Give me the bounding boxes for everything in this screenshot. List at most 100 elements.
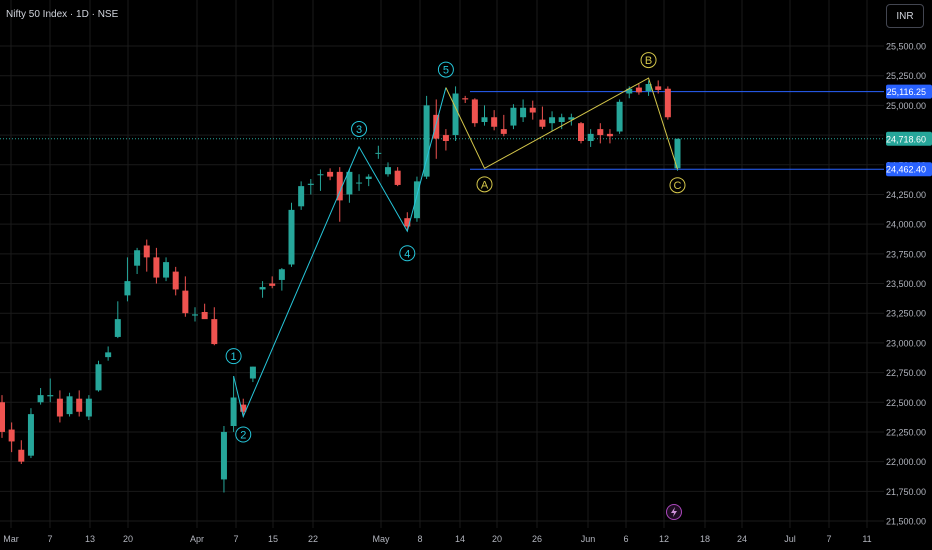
x-axis-panel <box>0 528 932 550</box>
candle-body <box>626 88 633 94</box>
candle-body <box>510 107 517 126</box>
y-tick-label: 22,500.00 <box>886 398 926 408</box>
wave-annotations: 1 2 3 4 5 A B C <box>225 52 686 443</box>
candle-body <box>433 114 440 139</box>
candle-body <box>249 366 256 379</box>
y-tick-label: 23,750.00 <box>886 249 926 259</box>
candle-body <box>56 398 63 417</box>
price-level-tag <box>886 162 932 177</box>
x-tick-label: Jul <box>784 534 796 544</box>
candle-body <box>230 397 237 426</box>
candle-body <box>288 209 295 265</box>
x-tick-label: Mar <box>3 534 19 544</box>
candle-body <box>539 119 546 127</box>
candle-body <box>645 84 652 92</box>
y-tick-label: 25,250.00 <box>886 71 926 81</box>
grid <box>0 0 884 528</box>
x-tick-label: 24 <box>737 534 747 544</box>
wave-label-1: 1 <box>231 351 237 363</box>
candle-body <box>18 449 25 462</box>
candle-body <box>298 186 305 207</box>
candle-body <box>375 152 382 154</box>
candle-body <box>201 312 208 320</box>
price-level-tag <box>886 131 932 146</box>
x-tick-label: 26 <box>532 534 542 544</box>
abc-label-c: C <box>674 180 682 192</box>
x-tick-label: 7 <box>233 534 238 544</box>
candle-body <box>616 101 623 132</box>
candle-body <box>8 429 15 442</box>
wave-label-3-circle <box>351 120 368 137</box>
x-tick-label: 15 <box>268 534 278 544</box>
wave-label-2-circle <box>235 426 252 443</box>
candle-body <box>549 117 556 124</box>
x-tick-label: 12 <box>659 534 669 544</box>
currency-button[interactable]: INR <box>886 4 924 28</box>
candle-body <box>520 107 527 118</box>
candle-body <box>95 364 102 391</box>
candle-body <box>220 431 227 480</box>
x-tick-label: 20 <box>123 534 133 544</box>
candle-body <box>655 86 662 90</box>
candle-body <box>558 117 565 122</box>
candle-body <box>346 171 353 195</box>
chart-title: Nifty 50 Index · 1D · NSE <box>6 9 119 20</box>
abc-label-c-circle <box>669 177 686 194</box>
wave-label-4: 4 <box>404 248 410 260</box>
candle-body <box>153 257 160 278</box>
x-tick-label: 7 <box>826 534 831 544</box>
candle-body <box>529 107 536 113</box>
candle-body <box>240 404 247 412</box>
lightning-icon-glyph <box>671 507 677 517</box>
wave-label-5-circle <box>437 61 454 78</box>
candle-body <box>500 129 507 134</box>
candle-body <box>674 138 681 169</box>
candle-body <box>385 167 391 175</box>
candle-body <box>327 171 334 177</box>
candle-body <box>76 398 83 412</box>
candle-body <box>597 129 604 136</box>
candle-body <box>124 281 131 296</box>
y-tick-label: 24,000.00 <box>886 220 926 230</box>
x-tick-label: 20 <box>492 534 502 544</box>
x-tick-label: Jun <box>581 534 596 544</box>
candle-body <box>192 314 198 316</box>
y-axis-panel <box>884 0 932 550</box>
y-tick-label: 21,750.00 <box>886 487 926 497</box>
candle-body <box>172 271 179 290</box>
price-level-label: 24,718.60 <box>886 134 926 144</box>
candle-body <box>278 269 285 280</box>
x-tick-label: 14 <box>455 534 465 544</box>
x-tick-label: 6 <box>623 534 628 544</box>
price-level-label: 25,116.25 <box>887 87 926 97</box>
candle-body <box>105 352 112 358</box>
x-tick-label: Apr <box>190 534 204 544</box>
candle-body <box>404 218 411 227</box>
candle-body <box>211 319 218 345</box>
x-tick-label: 22 <box>308 534 318 544</box>
x-tick-label: 13 <box>85 534 95 544</box>
candle-body <box>85 398 92 417</box>
x-axis: Mar 7 13 20 Apr 7 15 22 May 8 14 20 26 Jun 6 12 18 24 Jul 7… <box>0 528 932 550</box>
candle-body <box>471 99 478 124</box>
candle-body <box>37 395 44 403</box>
abc-label-b: B <box>645 55 652 67</box>
candle-body <box>0 402 5 432</box>
price-level-tag <box>886 84 932 99</box>
candle-body <box>394 170 401 185</box>
candle-body <box>491 117 498 127</box>
candle-body <box>317 174 324 176</box>
y-tick-label: 24,250.00 <box>886 190 926 200</box>
candle-body <box>356 182 363 184</box>
x-tick-label: 11 <box>862 534 871 544</box>
candle-body <box>568 117 575 120</box>
candle-body <box>114 319 121 337</box>
y-tick-label: 22,750.00 <box>886 368 926 378</box>
candles <box>0 80 681 493</box>
wave-label-4-circle <box>399 245 416 262</box>
x-tick-label: 18 <box>700 534 710 544</box>
candle-body <box>307 183 314 185</box>
price-level-label: 24,462.40 <box>886 165 926 175</box>
candle-body <box>27 414 34 456</box>
